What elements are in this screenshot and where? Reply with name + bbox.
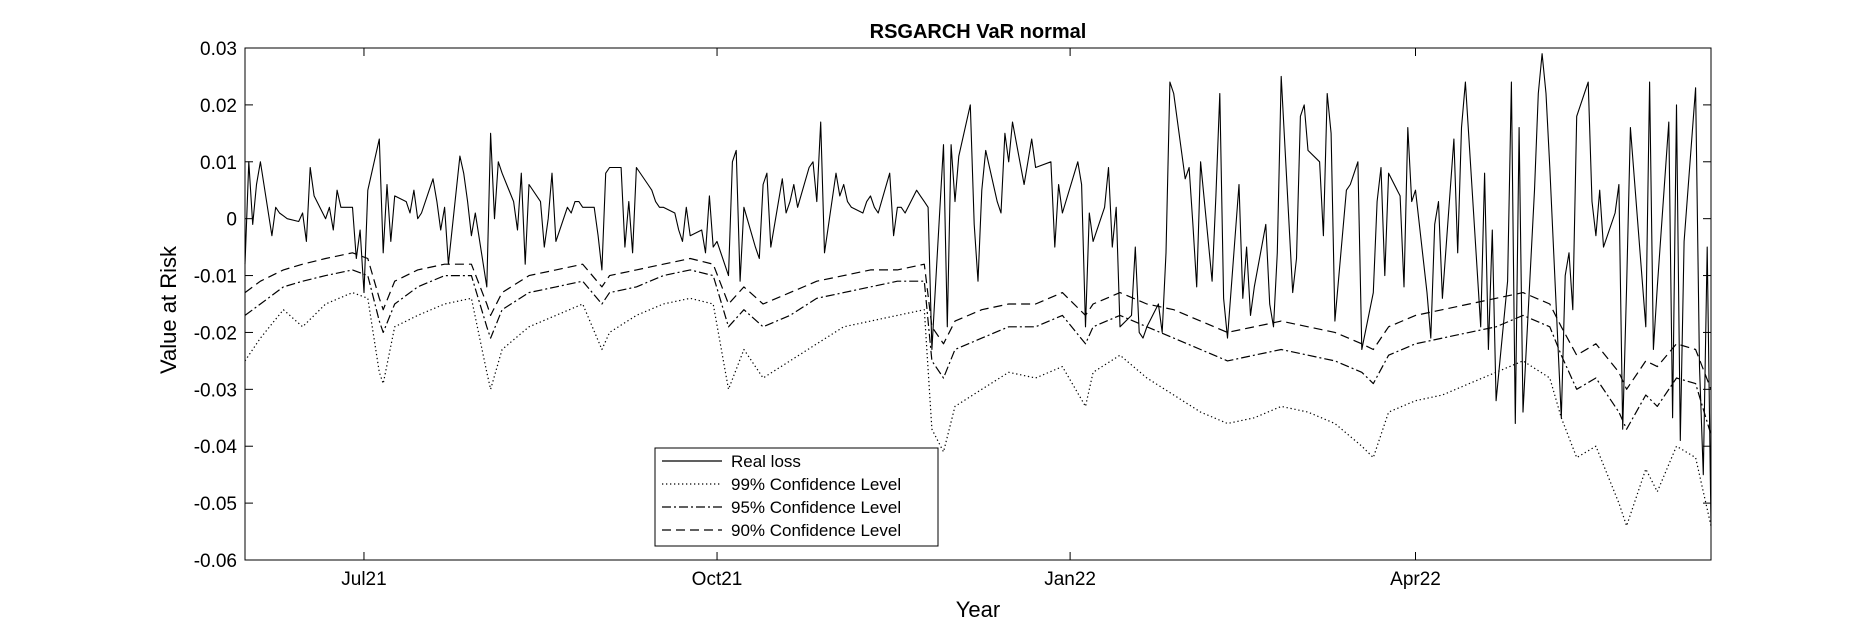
x-tick-label: Oct21 (692, 569, 743, 590)
legend-box (654, 447, 939, 547)
y-tick-label: 0 (226, 210, 237, 231)
x-axis: Jul21 Oct21 Jan22 Apr22 (341, 48, 1441, 590)
y-tick-label: -0.02 (194, 323, 237, 344)
legend-label-real-loss: Real loss (731, 452, 801, 471)
x-tick-label: Jan22 (1044, 569, 1096, 590)
y-tick-label: 0.01 (200, 153, 237, 174)
y-tick-label: -0.06 (194, 551, 237, 572)
x-axis-label: Year (956, 597, 1000, 622)
y-tick-label: 0.02 (200, 96, 237, 117)
plot-background (245, 48, 1711, 560)
series-layer (244, 53, 1712, 527)
legend-label-90: 90% Confidence Level (731, 521, 901, 540)
axes-box (244, 47, 1712, 561)
y-axis-label: Value at Risk (156, 245, 181, 374)
x-tick-label: Apr22 (1390, 569, 1441, 590)
y-tick-label: -0.03 (194, 380, 237, 401)
series-95-confidence (244, 269, 1712, 435)
y-tick-label: -0.05 (194, 494, 237, 515)
series-90-confidence (244, 252, 1712, 390)
legend: Real loss 99% Confidence Level 95% Confi… (654, 447, 939, 547)
y-tick-label: -0.01 (194, 267, 237, 288)
y-tick-label: 0.03 (200, 39, 237, 60)
plot-area (244, 47, 1712, 561)
legend-label-95: 95% Confidence Level (731, 498, 901, 517)
y-axis: 0.03 0.02 0.01 0 -0.01 -0.02 -0.03 -0.04 -0.05 -0… (194, 39, 1711, 572)
y-tick-label: -0.04 (194, 437, 238, 458)
legend-label-99: 99% Confidence Level (731, 475, 901, 494)
series-real-loss (244, 53, 1712, 526)
chart-title: RSGARCH VaR normal (870, 21, 1087, 43)
x-tick-label: Jul21 (341, 569, 386, 590)
